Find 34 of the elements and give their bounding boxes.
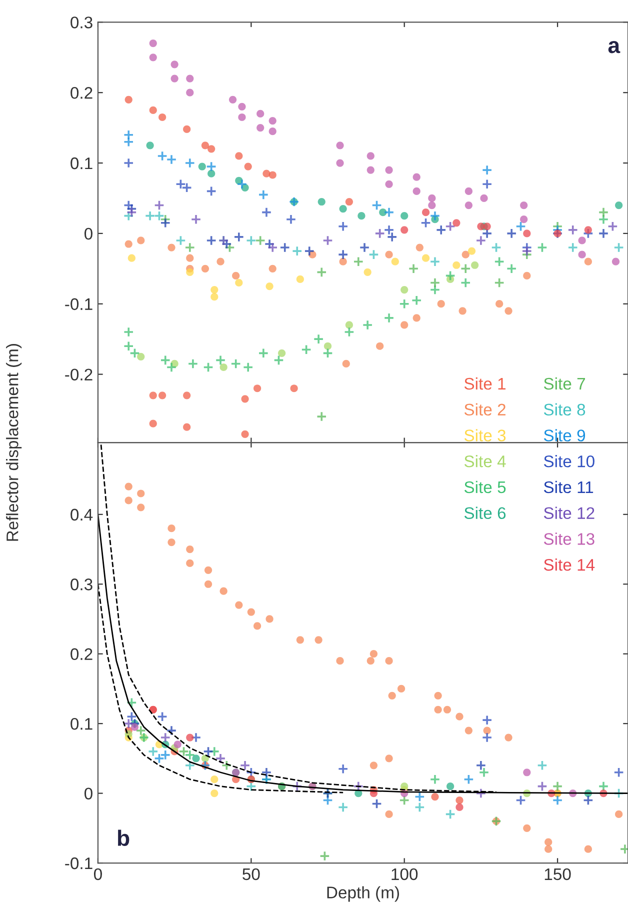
- text: Site 3: [464, 429, 506, 442]
- y-axis-title: Reflector displacement (m): [6, 344, 22, 541]
- text: Site 4: [464, 455, 506, 468]
- x-tick-label: 150: [544, 868, 571, 880]
- text: Site 12: [544, 506, 594, 520]
- x-tick-label: 100: [392, 868, 418, 880]
- y-tick-label: 0.4: [70, 508, 93, 521]
- text: Site 11: [544, 480, 594, 494]
- y-tick-label: 0: [84, 788, 92, 800]
- y-tick-label: 0.3: [70, 578, 92, 590]
- x-tick-label: 0: [94, 868, 102, 880]
- text: Site 2: [464, 403, 506, 416]
- y-tick-label: 0.1: [70, 157, 92, 170]
- y-tick-label: 0.2: [70, 87, 92, 99]
- x-tick-label: 50: [242, 868, 260, 880]
- text: Site 13: [544, 532, 594, 545]
- y-tick-label: 0.3: [70, 16, 92, 28]
- y-tick-label: 0.2: [70, 648, 92, 660]
- y-tick-label: -0.1: [65, 857, 92, 870]
- y-tick-label: -0.2: [65, 368, 92, 380]
- y-tick-label: 0.1: [70, 718, 92, 730]
- text: Site 8: [544, 403, 586, 416]
- text: Site 7: [544, 377, 585, 390]
- y-tick-label: -0.1: [65, 298, 92, 310]
- text: Site 9: [544, 429, 586, 442]
- annotation: b: [118, 830, 130, 846]
- text: Site 1: [464, 377, 506, 390]
- annotation: a: [608, 41, 620, 54]
- text: Site 6: [464, 506, 506, 520]
- text: Site 14: [544, 558, 595, 571]
- x-axis-title: Depth (m): [327, 886, 399, 902]
- text: Site 5: [464, 480, 506, 494]
- y-tick-label: 0: [84, 228, 92, 240]
- text: Site 10: [544, 455, 594, 468]
